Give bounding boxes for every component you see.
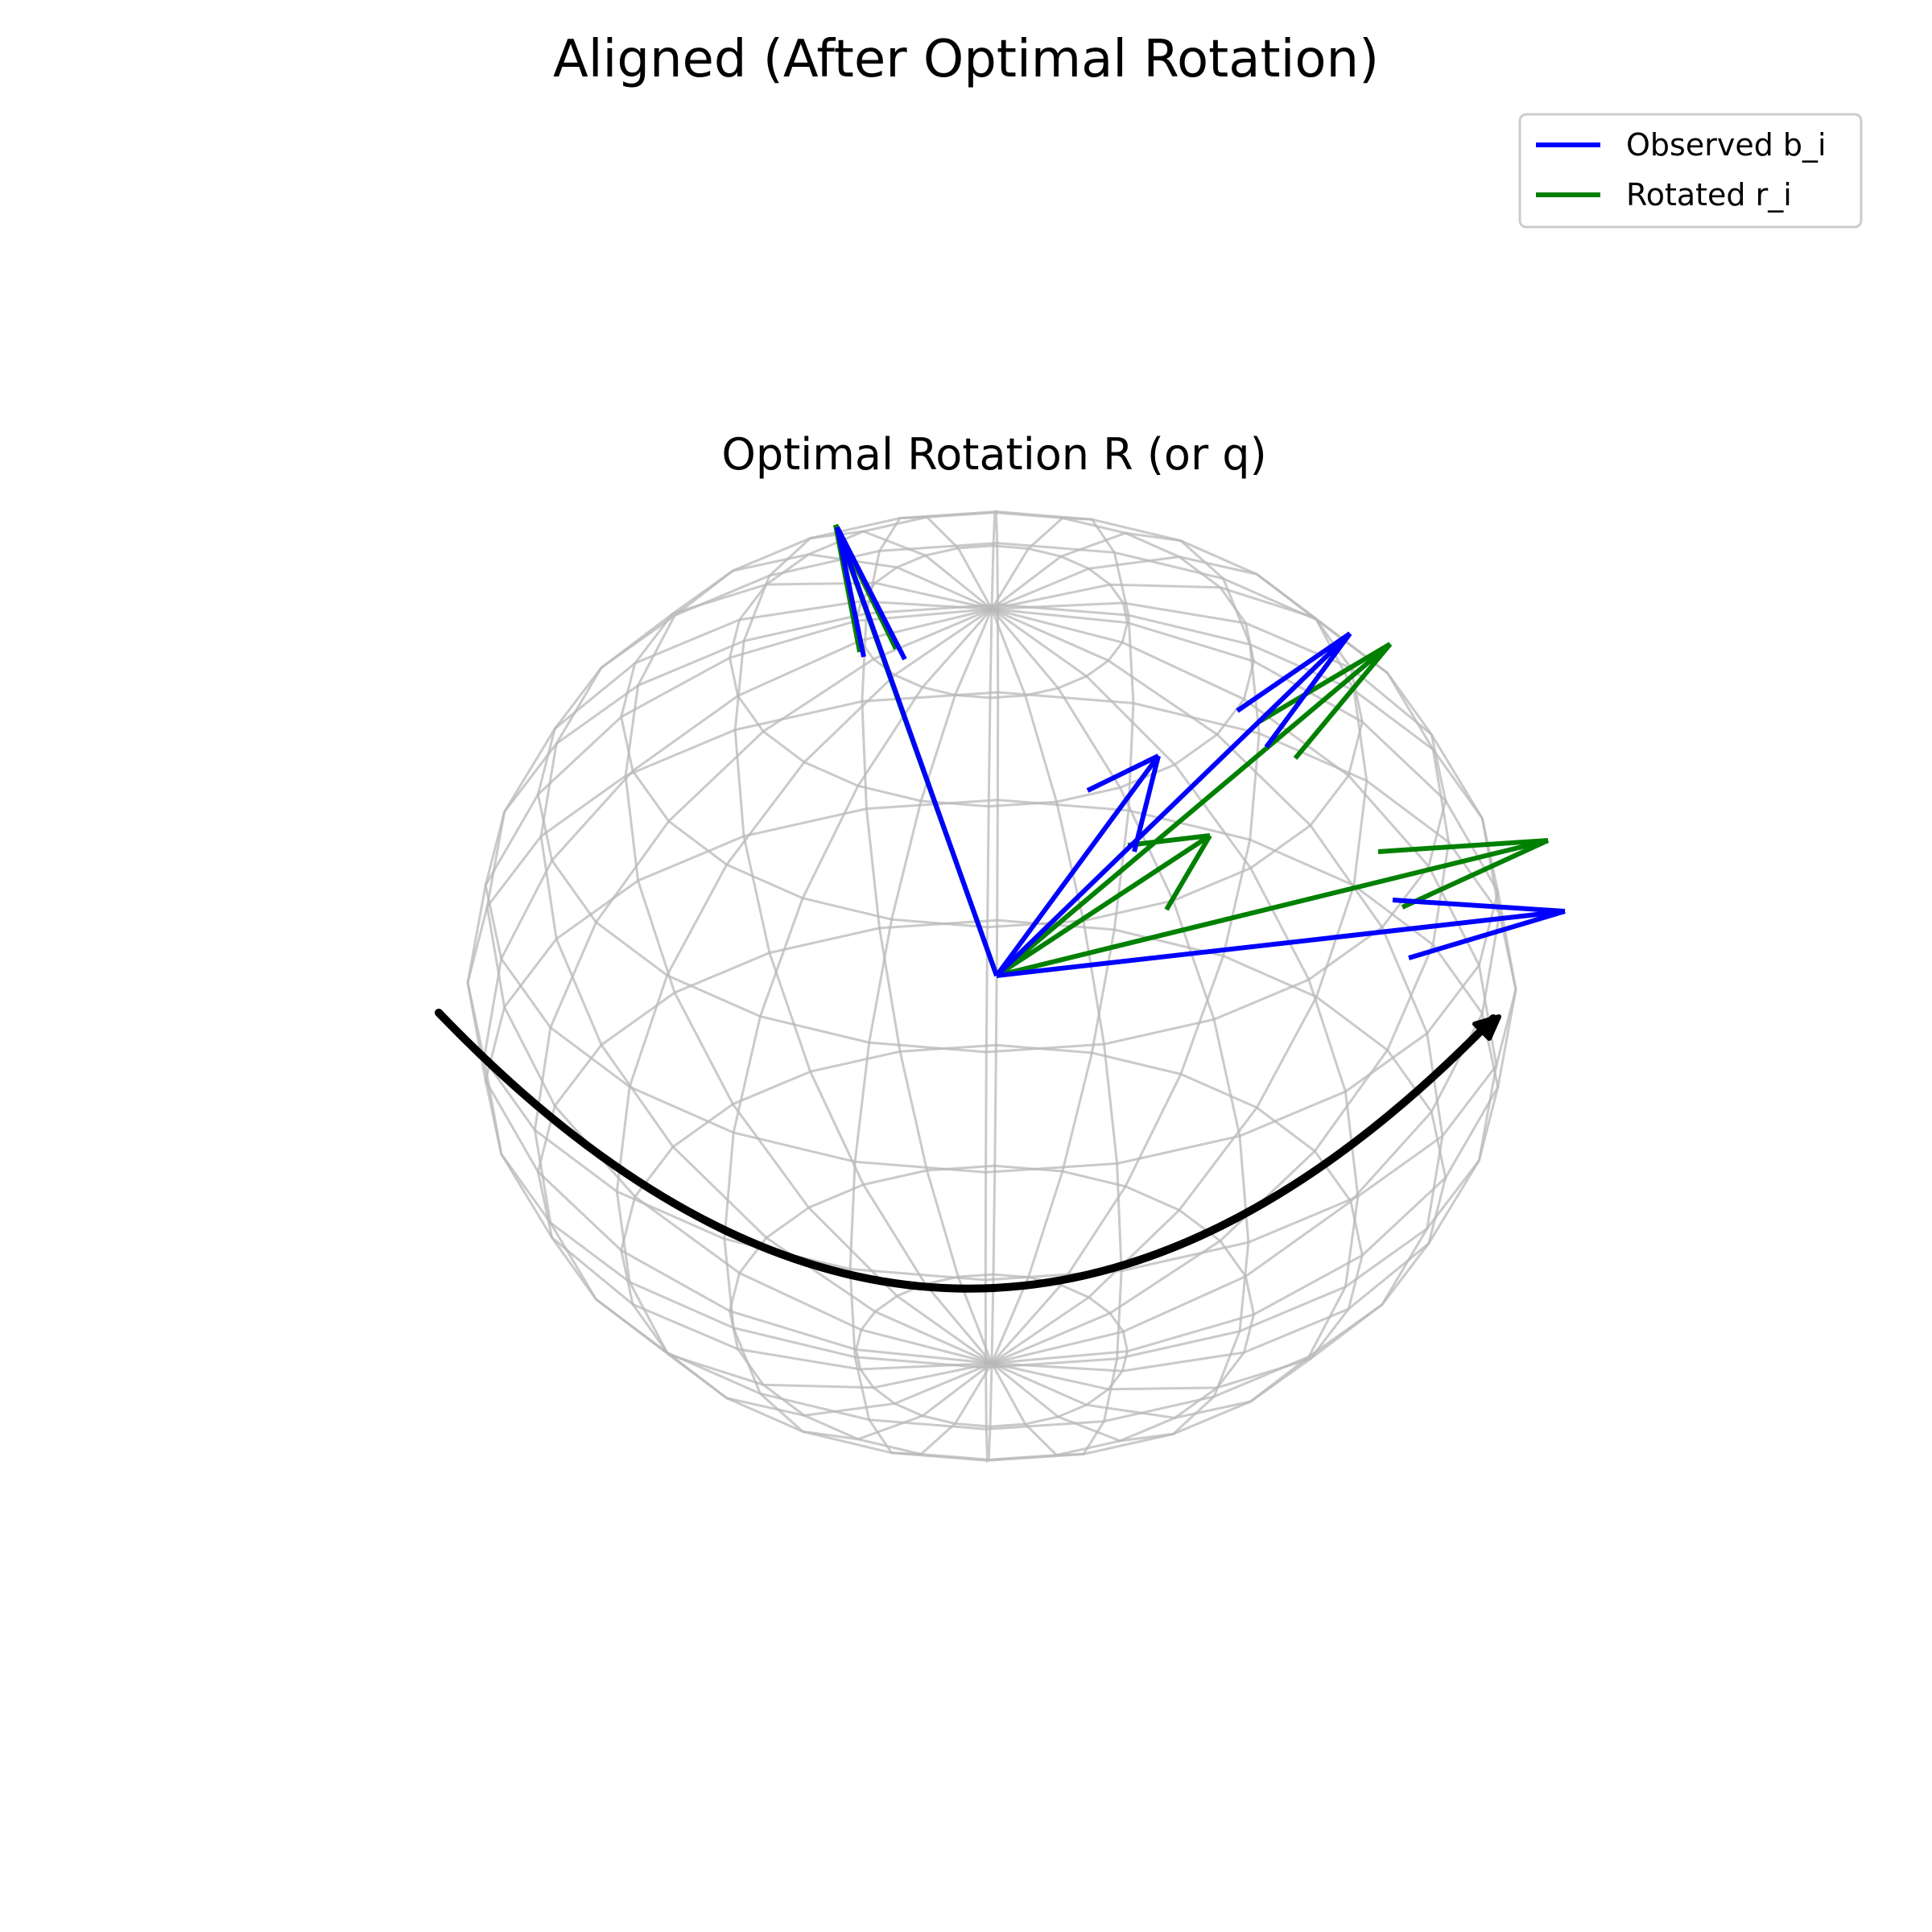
sphere-longitude-line	[990, 516, 1135, 1364]
observed-vectors	[835, 526, 1566, 978]
sphere-longitude-line	[990, 531, 1261, 1364]
sphere-longitude-line	[624, 553, 993, 1364]
sphere-longitude-line	[539, 581, 993, 1364]
sphere-longitude-line	[615, 608, 993, 1417]
observed-vector-1	[996, 898, 1566, 978]
sphere-longitude-line	[733, 530, 993, 1364]
observed-vector-4	[835, 526, 999, 977]
sphere-longitude-line	[485, 600, 993, 1364]
rotated-vector-2	[995, 642, 1393, 978]
sphere-longitude-line	[990, 608, 1123, 1457]
legend-observed-label: Observed b_i	[1626, 127, 1827, 163]
rotation-arc	[435, 1009, 1501, 1293]
rotation-arc-arrowhead	[1472, 1014, 1501, 1041]
figure-title: Aligned (After Optimal Rotation)	[553, 30, 1379, 89]
sphere-longitude-line	[466, 608, 993, 1364]
legend: Observed b_i Rotated r_i	[1518, 113, 1863, 229]
sphere-longitude-line	[991, 608, 1360, 1419]
sphere-longitude-line	[990, 608, 1250, 1443]
sphere-longitude-line	[991, 555, 1368, 1364]
sphere-longitude-line	[848, 608, 993, 1456]
observed-vector-2	[994, 631, 1352, 978]
sphere-longitude-line	[990, 509, 1000, 1364]
sphere-longitude-line	[991, 608, 1498, 1373]
sphere-longitude-line	[723, 608, 993, 1441]
sphere-longitude-line	[991, 608, 1444, 1391]
rotated-vector-1	[996, 838, 1550, 978]
sphere-longitude-line	[984, 609, 993, 1463]
sphere-longitude-line	[861, 515, 993, 1364]
legend-frame	[1518, 113, 1863, 229]
legend-rotated-label: Rotated r_i	[1626, 177, 1792, 213]
rotated-vector-3	[995, 833, 1212, 978]
sphere-longitude-line	[991, 608, 1517, 1364]
sphere-longitude-line	[533, 608, 993, 1389]
observed-vector-3	[994, 753, 1161, 977]
subplot-title: Optimal Rotation R (or q)	[721, 429, 1266, 480]
sphere-longitude-line	[991, 583, 1451, 1364]
rotation-arc-curve	[435, 1009, 1497, 1293]
sphere-wireframe	[466, 509, 1517, 1463]
